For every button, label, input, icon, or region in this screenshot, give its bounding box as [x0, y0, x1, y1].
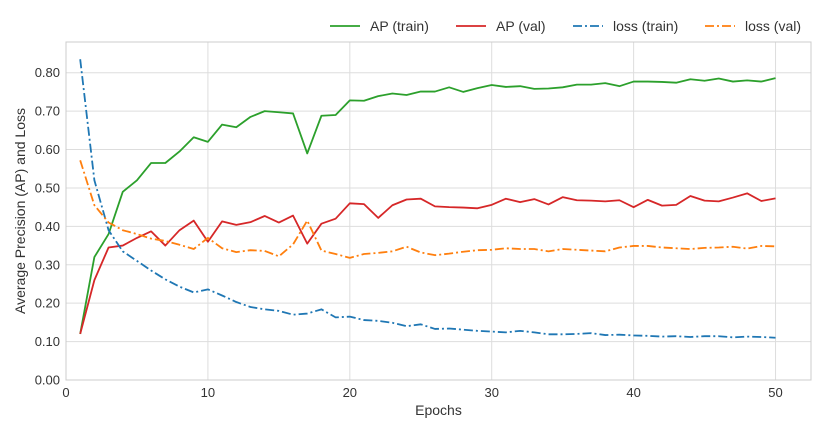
- y-tick-label: 0.40: [35, 219, 60, 234]
- x-axis-label: Epochs: [415, 402, 462, 418]
- x-tick-label: 10: [201, 385, 215, 400]
- series-line-0: [79, 77, 776, 335]
- y-axis-ticks: 0.00 0.10 0.20 0.30 0.40 0.50 0.60 0.70 0.80: [35, 65, 60, 387]
- series-line-1: [79, 192, 776, 335]
- series-line-3: [79, 160, 776, 259]
- y-tick-label: 0.10: [35, 334, 60, 349]
- grid: [65, 42, 811, 381]
- plot-border: [65, 41, 812, 381]
- legend-label-3: loss (val): [745, 18, 801, 34]
- x-tick-label: 30: [484, 385, 498, 400]
- legend: AP (train) AP (val) loss (train) loss (val): [330, 18, 801, 34]
- x-tick-label: 20: [343, 385, 357, 400]
- y-tick-label: 0.50: [35, 180, 60, 195]
- y-axis-label: Average Precision (AP) and Loss: [12, 108, 28, 314]
- x-tick-label: 40: [626, 385, 640, 400]
- y-tick-label: 0.20: [35, 296, 60, 311]
- x-tick-label: 50: [768, 385, 782, 400]
- y-tick-label: 0.00: [35, 373, 60, 388]
- legend-label-1: AP (val): [496, 18, 546, 34]
- y-tick-label: 0.60: [35, 142, 60, 157]
- legend-label-2: loss (train): [613, 18, 678, 34]
- plot-frame: [65, 41, 812, 381]
- x-tick-label: 0: [62, 385, 69, 400]
- x-axis-ticks: 0 10 20 30 40 50: [62, 385, 782, 400]
- y-tick-label: 0.70: [35, 104, 60, 119]
- series-layer: [79, 59, 776, 339]
- y-tick-label: 0.80: [35, 65, 60, 80]
- y-tick-label: 0.30: [35, 257, 60, 272]
- legend-label-0: AP (train): [370, 18, 429, 34]
